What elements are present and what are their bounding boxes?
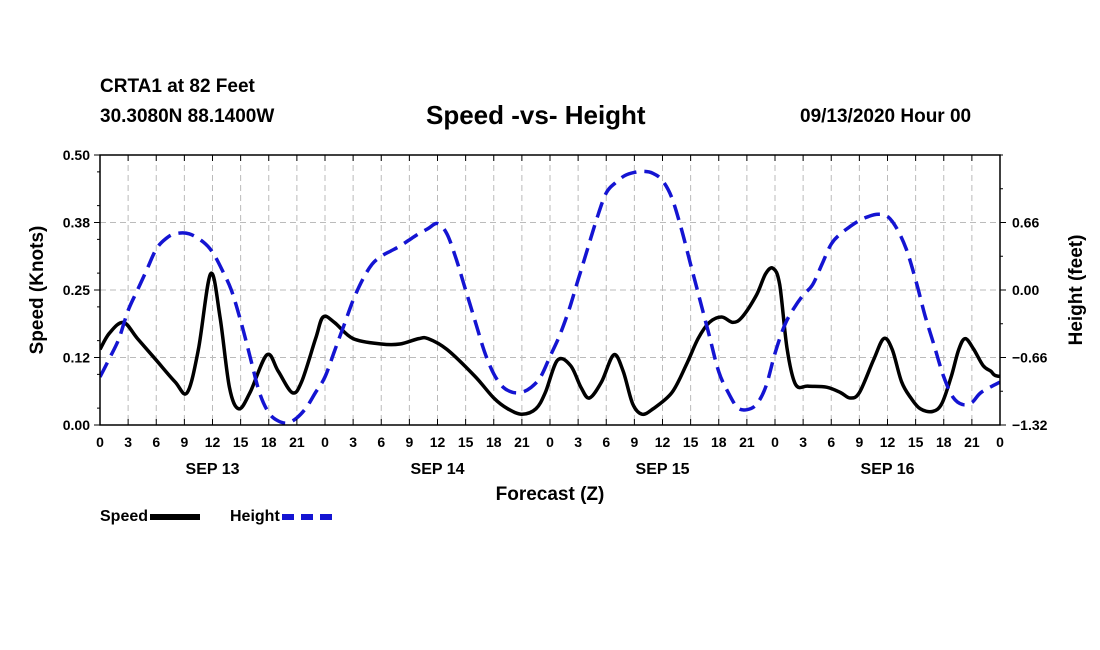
legend-height: Height — [230, 508, 332, 526]
y-tick-label: 0.00 — [63, 417, 90, 433]
x-tick-label: 12 — [205, 434, 221, 450]
x-tick-label: 12 — [880, 434, 896, 450]
x-tick-label: 12 — [430, 434, 446, 450]
x-tick-label: 6 — [152, 434, 160, 450]
x-tick-label: 18 — [261, 434, 277, 450]
x-tick-label: 18 — [711, 434, 727, 450]
station-title: CRTA1 at 82 Feet — [100, 76, 255, 97]
forecast-datetime: 09/13/2020 Hour 00 — [800, 106, 972, 127]
x-tick-label: 0 — [96, 434, 104, 450]
x-tick-label: 3 — [574, 434, 582, 450]
x-tick-label: 3 — [799, 434, 807, 450]
y-tick-label: 0.12 — [63, 350, 90, 366]
y-tick-label: 0.25 — [63, 282, 90, 298]
y-tick-label: 0.50 — [63, 147, 90, 163]
x-tick-label: 9 — [405, 434, 413, 450]
y-axis-label: Speed (Knots) — [27, 226, 48, 355]
x-tick-label: 21 — [964, 434, 980, 450]
x-tick-label: 6 — [827, 434, 835, 450]
y2-tick-label: −0.66 — [1012, 350, 1048, 366]
height-series-line — [100, 169, 1000, 425]
x-tick-label: 18 — [486, 434, 502, 450]
legend-speed-label: Speed — [100, 508, 149, 525]
x-tick-label: 3 — [349, 434, 357, 450]
axis-layer: 0 3 6 9 12 15 18 21 0 3 6 9 12 15 18 21 0 3 6 9 12 15 18 21 0 3 6 9… — [63, 147, 1048, 478]
x-tick-label: 0 — [321, 434, 329, 450]
x-tick-label: 15 — [683, 434, 699, 450]
legend-height-label: Height — [230, 508, 280, 525]
chart-title: Speed -vs- Height — [426, 100, 646, 130]
x-tick-label: 9 — [630, 434, 638, 450]
x-tick-label: 21 — [514, 434, 530, 450]
x-tick-label: 9 — [855, 434, 863, 450]
x-tick-label: 18 — [936, 434, 952, 450]
x-tick-label: 15 — [908, 434, 924, 450]
day-label: SEP 16 — [861, 461, 915, 478]
x-tick-label: 21 — [739, 434, 755, 450]
x-tick-label: 0 — [771, 434, 779, 450]
y-tick-label: 0.38 — [63, 215, 90, 231]
day-label: SEP 14 — [411, 461, 465, 478]
y2-tick-label: 0.00 — [1012, 282, 1039, 298]
x-tick-label: 6 — [377, 434, 385, 450]
y2-axis-label: Height (feet) — [1066, 235, 1087, 346]
x-tick-label: 15 — [458, 434, 474, 450]
day-label: SEP 15 — [636, 461, 690, 478]
legend-height-swatch — [281, 513, 332, 520]
x-tick-label: 15 — [233, 434, 249, 450]
x-tick-label: 9 — [180, 434, 188, 450]
x-axis-label: Forecast (Z) — [496, 484, 605, 505]
y2-tick-label: 0.66 — [1012, 215, 1039, 231]
x-tick-label: 0 — [996, 434, 1004, 450]
legend-speed-swatch — [150, 513, 201, 520]
day-label: SEP 13 — [186, 461, 240, 478]
x-tick-label: 3 — [124, 434, 132, 450]
series-layer — [100, 169, 1000, 425]
x-tick-label: 0 — [546, 434, 554, 450]
x-tick-label: 6 — [602, 434, 610, 450]
x-tick-label: 12 — [655, 434, 671, 450]
legend-speed: Speed — [100, 508, 201, 526]
x-tick-label: 21 — [289, 434, 305, 450]
station-coordinates: 30.3080N 88.1400W — [100, 106, 275, 127]
y2-tick-label: −1.32 — [1012, 417, 1048, 433]
